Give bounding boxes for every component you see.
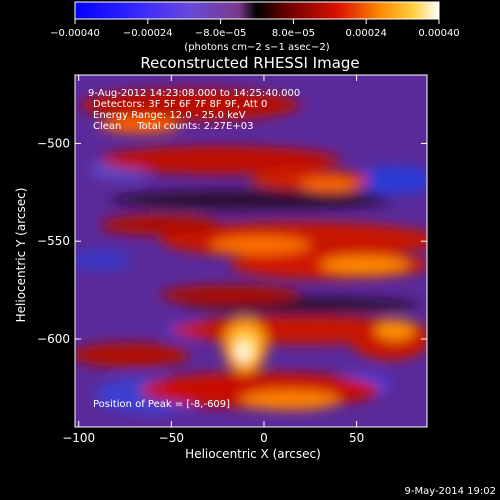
method-counts-label: Clean Total counts: 2.27E+03 (93, 121, 253, 132)
y-tick-label: −500 (37, 136, 70, 150)
colorbar-tick-label: 0.00024 (346, 28, 387, 39)
y-tick-label: −550 (37, 234, 70, 248)
y-axis-ticks: −500 −550 −600 (37, 136, 427, 346)
colorbar-tick-label: −8.0e−05 (195, 28, 247, 39)
plot-title: Reconstructed RHESSI Image (140, 54, 359, 72)
footer-date: 9-May-2014 19:02 (404, 486, 496, 497)
x-tick-label: −50 (159, 431, 184, 445)
colorbar-tick-label: 8.0e−05 (272, 28, 315, 39)
x-axis-ticks: −100 −50 0 50 (62, 75, 364, 445)
x-tick-label: −100 (62, 431, 95, 445)
plot-frame (74, 74, 428, 428)
rhessi-image (75, 75, 427, 427)
peak-position-label: Position of Peak = [-8,-609] (93, 399, 230, 410)
detectors-label: Detectors: 3F 5F 6F 7F 8F 9F, Att 0 (93, 99, 267, 110)
energy-range-label: Energy Range: 12.0 - 25.0 keV (93, 110, 246, 121)
info-block: 9-Aug-2012 14:23:08.000 to 14:25:40.000 … (88, 88, 300, 132)
colorbar-units-label: (photons cm−2 s−1 asec−2) (184, 42, 329, 53)
x-tick-label: 0 (260, 431, 268, 445)
colorbar-ticks: −0.00040 −0.00024 −8.0e−05 8.0e−05 0.00024 0.… (50, 19, 460, 39)
time-range-label: 9-Aug-2012 14:23:08.000 to 14:25:40.000 (88, 88, 300, 99)
y-axis-label: Heliocentric Y (arcsec) (14, 188, 28, 323)
colorbar: −0.00040 −0.00024 −8.0e−05 8.0e−05 0.00024 0.… (50, 1, 460, 53)
colorbar-gradient (74, 1, 440, 20)
colorbar-tick-label: 0.00040 (418, 28, 459, 39)
x-tick-label: 50 (349, 431, 364, 445)
colorbar-tick-label: −0.00040 (50, 28, 100, 39)
colorbar-tick-label: −0.00024 (123, 28, 173, 39)
x-axis-label: Heliocentric X (arcsec) (185, 447, 321, 461)
y-tick-label: −600 (37, 332, 70, 346)
